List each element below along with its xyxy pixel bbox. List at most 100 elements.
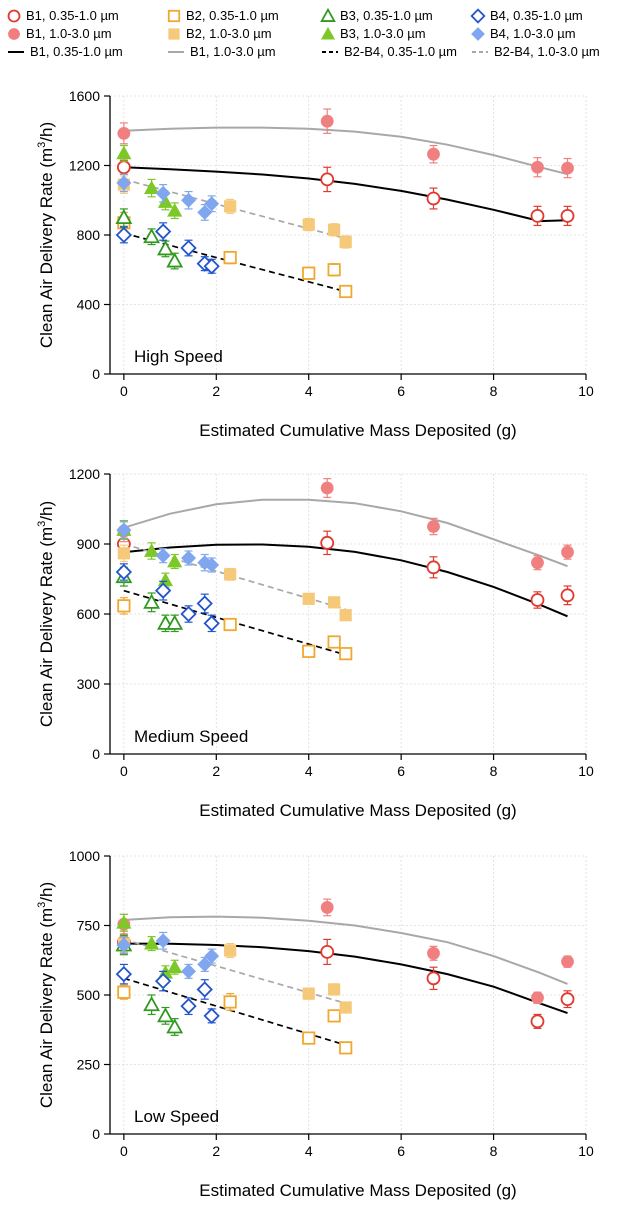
data-point xyxy=(327,1009,341,1023)
data-point xyxy=(167,202,183,217)
x-tick-label: 4 xyxy=(305,763,313,779)
data-point xyxy=(180,997,197,1015)
data-point xyxy=(203,615,220,632)
legend-entry: B3, 1.0-3.0 µm xyxy=(320,26,426,41)
legend-entry: B4, 1.0-3.0 µm xyxy=(471,26,576,41)
data-point xyxy=(155,185,171,201)
legend-entry: B3, 0.35-1.0 µm xyxy=(320,7,433,23)
data-point xyxy=(204,948,220,964)
data-point xyxy=(157,1007,174,1023)
data-point xyxy=(196,595,213,612)
data-point xyxy=(224,568,237,581)
data-point xyxy=(320,114,334,128)
fit-line-b1-1-0-3-0-m xyxy=(123,126,568,176)
data-point xyxy=(180,605,197,623)
data-point xyxy=(560,588,575,603)
legend-label: B4, 0.35-1.0 µm xyxy=(490,8,583,23)
legend-label: B2, 1.0-3.0 µm xyxy=(186,26,272,41)
x-tick-label: 10 xyxy=(578,1143,594,1159)
chart-high-speed: 0 2 4 6 8 10 0 400 800 1200 1600 Estimated Cumulati… xyxy=(36,88,594,440)
legend-entry: B1, 1.0-3.0 µm xyxy=(168,44,276,59)
y-axis-title-unit: /h) xyxy=(37,501,56,521)
y-tick-label: 400 xyxy=(77,297,101,313)
data-point xyxy=(166,1018,184,1034)
data-point xyxy=(117,547,130,560)
data-point xyxy=(302,1031,316,1045)
data-point xyxy=(531,991,544,1005)
data-point xyxy=(530,593,545,607)
data-point xyxy=(320,172,335,187)
data-point xyxy=(197,204,213,220)
legend-marker-triangle-filled xyxy=(320,26,336,40)
data-point xyxy=(531,556,544,570)
data-point xyxy=(166,252,184,268)
data-point xyxy=(561,545,574,559)
y-tick-label: 600 xyxy=(77,606,101,622)
data-point xyxy=(530,208,545,223)
data-point xyxy=(116,160,131,175)
data-point xyxy=(115,208,133,225)
legend-marker-diamond-filled xyxy=(471,27,485,41)
data-point xyxy=(204,557,220,573)
series-b2-0-35-1-0-m xyxy=(117,984,353,1055)
data-point xyxy=(144,935,160,950)
data-point xyxy=(155,548,171,564)
y-tick-label: 800 xyxy=(77,227,101,243)
y-axis-title: Clean Air Delivery Rate (m3/h) xyxy=(36,122,56,348)
legend-marker-circle-open xyxy=(7,9,21,23)
x-axis-title: Estimated Cumulative Mass Deposited (g) xyxy=(199,801,516,820)
panel-label: Low Speed xyxy=(134,1107,219,1126)
data-point xyxy=(157,240,174,256)
data-point xyxy=(223,617,237,632)
data-point xyxy=(302,592,315,605)
data-point xyxy=(339,1001,352,1014)
data-point xyxy=(561,161,574,175)
data-point xyxy=(117,985,131,999)
fit-line-b1-1-0-3-0-m xyxy=(123,498,568,568)
y-tick-label: 0 xyxy=(92,746,100,762)
series-b1-0-35-1-0-m xyxy=(116,930,575,1029)
data-point xyxy=(181,963,197,979)
legend-marker-triangle-open xyxy=(320,7,336,22)
x-tick-label: 6 xyxy=(397,763,405,779)
fit-line-b1-0-35-1-0-m xyxy=(123,942,568,1015)
data-point xyxy=(143,227,161,244)
data-point xyxy=(144,180,160,195)
legend-label: B4, 1.0-3.0 µm xyxy=(490,26,576,41)
series-b2-0-35-1-0-m xyxy=(117,597,353,661)
x-axis-title: Estimated Cumulative Mass Deposited (g) xyxy=(199,1181,516,1200)
data-point xyxy=(320,481,334,495)
series-b2-1-0-3-0-m xyxy=(117,544,352,622)
data-point xyxy=(320,535,335,550)
x-tick-label: 6 xyxy=(397,383,405,399)
data-point xyxy=(167,553,183,568)
legend-entry: B2-B4, 0.35-1.0 µm xyxy=(322,44,457,59)
data-point xyxy=(117,599,131,613)
y-axis-title-unit: /h) xyxy=(37,122,56,142)
panel-label: High Speed xyxy=(134,347,223,366)
y-tick-label: 0 xyxy=(92,1126,100,1142)
series-b2-0-35-1-0-m xyxy=(117,211,353,299)
data-point xyxy=(302,218,315,231)
data-point xyxy=(560,208,575,223)
data-point xyxy=(320,945,335,959)
series-b4-1-0-3-0-m xyxy=(116,173,220,221)
data-point xyxy=(117,126,131,140)
data-point xyxy=(561,955,574,969)
data-point xyxy=(115,563,133,581)
x-tick-label: 10 xyxy=(578,383,594,399)
series-b4-0-35-1-0-m xyxy=(115,963,220,1025)
data-point xyxy=(328,983,341,996)
data-point xyxy=(327,635,341,649)
legend-label: B3, 0.35-1.0 µm xyxy=(340,8,433,23)
x-tick-label: 2 xyxy=(212,383,220,399)
x-tick-label: 10 xyxy=(578,763,594,779)
data-point xyxy=(116,175,132,191)
legend-label: B3, 1.0-3.0 µm xyxy=(340,26,426,41)
y-axis-title-text: Clean Air Delivery Rate (m xyxy=(37,148,56,348)
x-tick-label: 8 xyxy=(490,383,498,399)
legend-label: B1, 0.35-1.0 µm xyxy=(30,44,123,59)
y-axis-title-superscript: 3 xyxy=(36,902,48,908)
